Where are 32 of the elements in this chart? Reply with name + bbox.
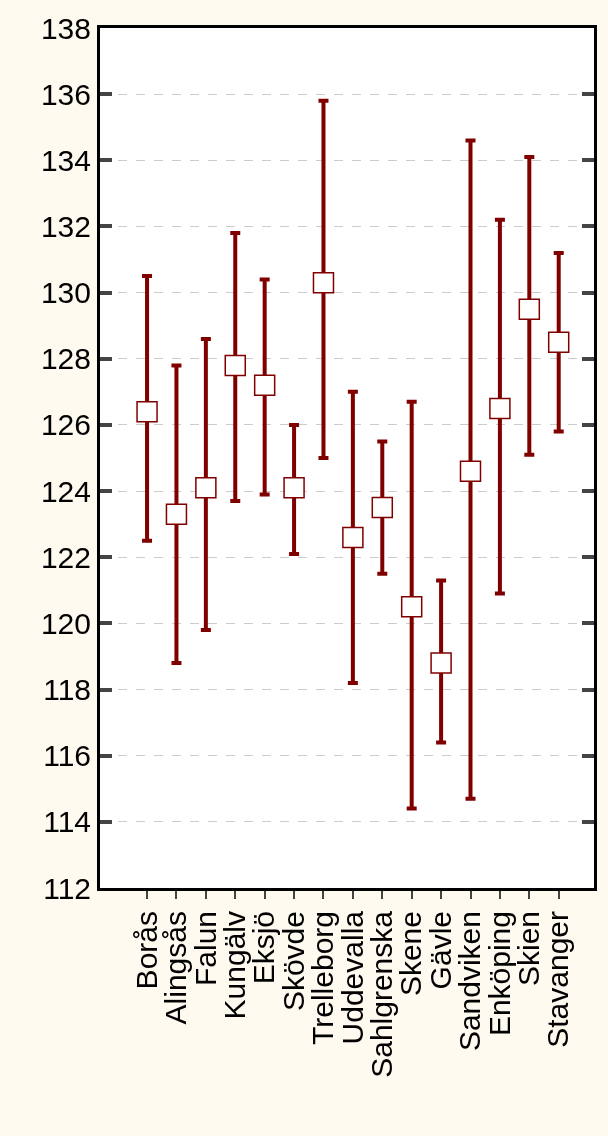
y-tick-label: 112 (43, 871, 91, 905)
y-tick-label: 124 (40, 474, 91, 508)
point (459, 460, 482, 482)
y-tick-label: 130 (40, 276, 91, 310)
y-tick-label: 128 (40, 342, 91, 376)
point (283, 477, 305, 499)
point (342, 526, 364, 549)
y-tick-label: 120 (40, 606, 91, 640)
point (165, 503, 188, 525)
y-tick-label: 134 (40, 143, 91, 177)
point (195, 477, 217, 499)
point (253, 374, 276, 396)
point (224, 354, 247, 377)
y-tick-label: 126 (40, 408, 91, 442)
y-tick-label: 116 (43, 739, 91, 773)
point (547, 331, 570, 353)
y-tick-label: 114 (43, 805, 91, 839)
point (136, 400, 158, 423)
x-tick-label: Stavanger (541, 911, 575, 1048)
point (371, 496, 394, 519)
y-tick-label: 136 (40, 77, 91, 111)
y-tick-label: 138 (40, 11, 91, 45)
point (312, 271, 335, 294)
x-tick-label: Kungälv (218, 911, 252, 1020)
y-tick-label: 122 (40, 540, 91, 574)
point (430, 652, 452, 674)
point (489, 397, 511, 420)
y-tick-label: 118 (43, 673, 91, 707)
y-tick-label: 132 (40, 209, 91, 243)
point (518, 298, 541, 320)
point (400, 596, 423, 618)
x-tick-label: Trelleborg (306, 911, 340, 1045)
